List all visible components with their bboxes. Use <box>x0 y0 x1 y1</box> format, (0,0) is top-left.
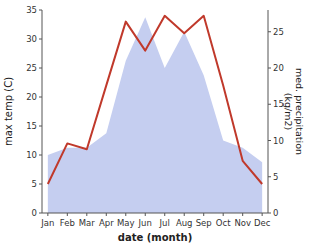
y-tick-label: 0 <box>32 208 37 218</box>
y-tick-label: 25 <box>26 63 37 73</box>
x-axis-label: date (month) <box>118 232 192 243</box>
y2-axis-label-line: (kg/m2) <box>283 93 294 130</box>
x-tick-label: Jul <box>159 218 170 228</box>
y2-tick-label: 20 <box>273 63 284 73</box>
plot-area <box>48 16 262 213</box>
x-tick-label: Oct <box>216 218 231 228</box>
y-tick-label: 15 <box>26 121 37 131</box>
x-tick-label: Dec <box>254 218 271 228</box>
y-tick <box>39 68 42 69</box>
y2-tick <box>268 176 271 177</box>
x-tick-label: Nov <box>234 218 251 228</box>
y-tick-label: 5 <box>32 179 37 189</box>
x-tick <box>67 213 68 216</box>
x-tick-label: Feb <box>60 218 75 228</box>
y-tick-label: 30 <box>26 34 37 44</box>
y-tick <box>39 126 42 127</box>
y2-tick <box>268 68 271 69</box>
chart-container: JanFebMarAprMayJunJulAugSepOctNovDec0510… <box>0 0 318 247</box>
y2-tick <box>268 104 271 105</box>
y2-tick-label: 5 <box>273 172 278 182</box>
y-axis-label: max temp (C) <box>3 77 14 146</box>
y2-axis-label-line: med. precipitation <box>294 68 305 155</box>
y-tick-label: 10 <box>26 150 37 160</box>
x-axis-line <box>42 213 268 214</box>
y-tick-label: 20 <box>26 92 37 102</box>
x-tick <box>47 213 48 216</box>
y-tick <box>39 184 42 185</box>
x-tick <box>145 213 146 216</box>
y2-tick-label: 15 <box>273 99 284 109</box>
y-tick-label: 35 <box>26 5 37 15</box>
x-tick-label: Sep <box>196 218 212 228</box>
y-tick <box>39 10 42 11</box>
temp-line <box>48 16 262 184</box>
y-axis-line <box>42 10 43 213</box>
x-tick <box>125 213 126 216</box>
x-tick-label: Mar <box>79 218 96 228</box>
y-tick <box>39 213 42 214</box>
y2-tick <box>268 213 271 214</box>
y2-axis-line <box>268 10 269 213</box>
y2-tick-label: 0 <box>273 208 278 218</box>
y2-axis-label: med. precipitation(kg/m2) <box>283 68 305 155</box>
x-tick <box>223 213 224 216</box>
x-tick-label: May <box>117 218 135 228</box>
chart-svg: JanFebMarAprMayJunJulAugSepOctNovDec0510… <box>0 0 318 247</box>
y2-tick <box>268 140 271 141</box>
x-tick-label: Jan <box>40 218 54 228</box>
y2-tick-label: 10 <box>273 136 284 146</box>
x-tick <box>262 213 263 216</box>
y2-tick-label: 25 <box>273 27 284 37</box>
y-tick <box>39 155 42 156</box>
x-tick <box>106 213 107 216</box>
x-tick <box>164 213 165 216</box>
x-tick <box>184 213 185 216</box>
x-tick <box>86 213 87 216</box>
y-tick <box>39 97 42 98</box>
x-tick <box>203 213 204 216</box>
x-tick <box>242 213 243 216</box>
x-tick-label: Aug <box>176 218 193 228</box>
x-tick-label: Apr <box>99 218 114 228</box>
y-tick <box>39 39 42 40</box>
x-tick-label: Jun <box>138 218 152 228</box>
y2-tick <box>268 31 271 32</box>
